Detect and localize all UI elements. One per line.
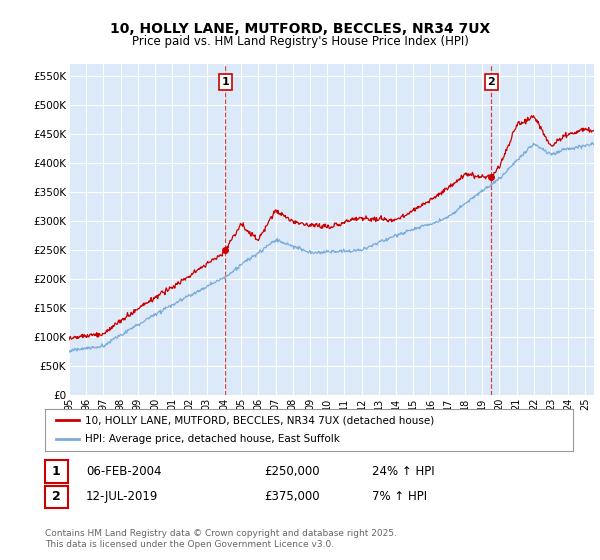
Text: Price paid vs. HM Land Registry's House Price Index (HPI): Price paid vs. HM Land Registry's House … [131,35,469,48]
Text: 10, HOLLY LANE, MUTFORD, BECCLES, NR34 7UX (detached house): 10, HOLLY LANE, MUTFORD, BECCLES, NR34 7… [85,415,434,425]
Text: 1: 1 [52,465,61,478]
Text: 1: 1 [221,77,229,87]
Text: £375,000: £375,000 [264,490,320,503]
Text: 12-JUL-2019: 12-JUL-2019 [86,490,158,503]
Text: 24% ↑ HPI: 24% ↑ HPI [372,465,434,478]
Text: 2: 2 [487,77,495,87]
Text: 7% ↑ HPI: 7% ↑ HPI [372,490,427,503]
Text: 2: 2 [52,490,61,503]
Text: £250,000: £250,000 [264,465,320,478]
Text: 10, HOLLY LANE, MUTFORD, BECCLES, NR34 7UX: 10, HOLLY LANE, MUTFORD, BECCLES, NR34 7… [110,22,490,36]
Text: 06-FEB-2004: 06-FEB-2004 [86,465,161,478]
Text: HPI: Average price, detached house, East Suffolk: HPI: Average price, detached house, East… [85,435,340,445]
Text: Contains HM Land Registry data © Crown copyright and database right 2025.
This d: Contains HM Land Registry data © Crown c… [45,529,397,549]
